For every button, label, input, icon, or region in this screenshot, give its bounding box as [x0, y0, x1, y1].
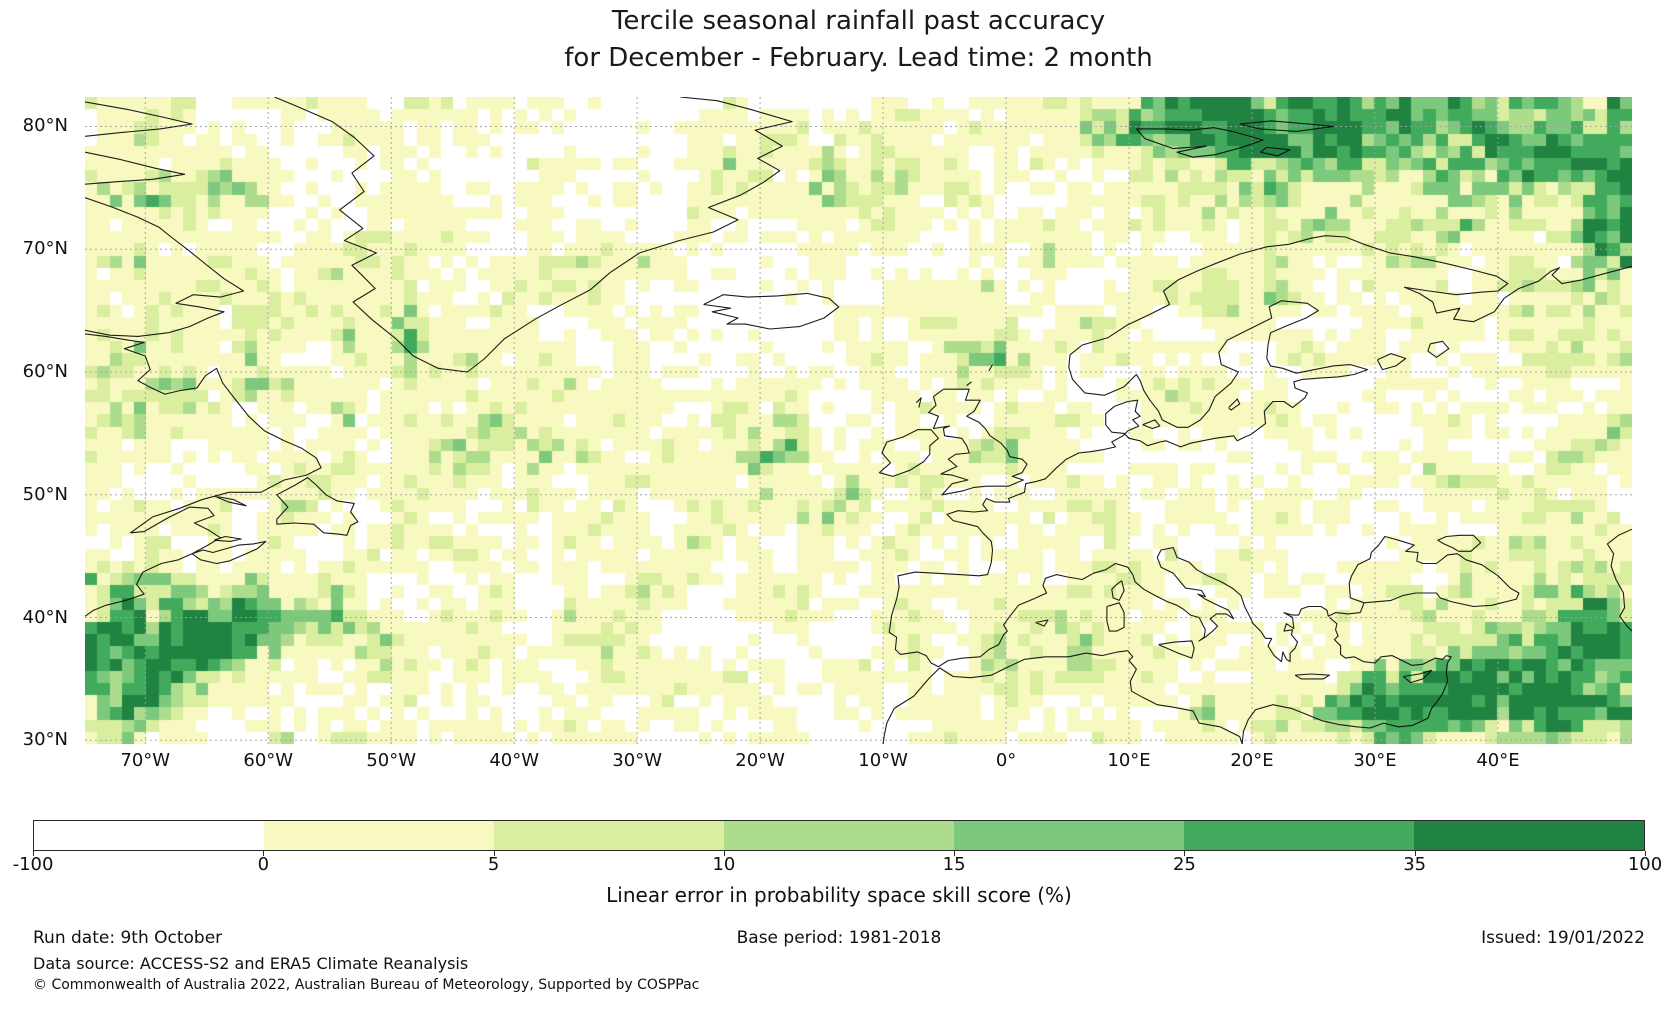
- colorbar-tick-label: 0: [257, 854, 270, 875]
- colorbar-tick-label: -100: [12, 854, 54, 875]
- colorbar-segment: [1184, 821, 1414, 850]
- x-tick-label: 60°W: [243, 750, 294, 771]
- colorbar-tick: [954, 851, 956, 856]
- y-tick-label: 50°N: [22, 483, 68, 505]
- colorbar-label: Linear error in probability space skill …: [606, 883, 1072, 907]
- x-tick-label: 20°W: [735, 750, 785, 771]
- colorbar-tick: [1184, 851, 1186, 856]
- x-tick-label: 40°W: [489, 750, 540, 771]
- colorbar-segment: [494, 821, 724, 850]
- gridline-path: [85, 97, 1632, 744]
- colorbar-tick-label: 25: [1172, 854, 1196, 875]
- figure-title: Tercile seasonal rainfall past accuracy …: [85, 3, 1632, 77]
- y-tick-label: 70°N: [22, 238, 68, 260]
- x-tick-label: 20°E: [1230, 750, 1274, 771]
- colorbar-segment: [1414, 821, 1644, 850]
- y-tick-label: 60°N: [22, 361, 68, 382]
- colorbar-tick: [723, 851, 725, 856]
- x-tick-label: 40°E: [1476, 750, 1520, 771]
- issued-date-text: Issued: 19/01/2022: [1481, 928, 1645, 948]
- x-tick-label: 30°E: [1353, 750, 1397, 771]
- colorbar-tick: [1645, 851, 1646, 856]
- colorbar-segment: [264, 821, 494, 850]
- x-tick-label: 70°W: [120, 750, 171, 771]
- x-tick-label: 50°W: [366, 750, 417, 771]
- copyright-text: © Commonwealth of Australia 2022, Austra…: [33, 977, 700, 993]
- map-plot-area: [85, 97, 1632, 744]
- y-tick-label: 80°N: [22, 115, 68, 137]
- figure-title-line1: Tercile seasonal rainfall past accuracy: [611, 6, 1106, 36]
- base-period-text: Base period: 1981-2018: [736, 928, 942, 948]
- figure-title-line2: for December - February. Lead time: 2 mo…: [564, 43, 1153, 73]
- colorbar-tick: [263, 851, 265, 856]
- y-tick-label: 40°N: [22, 606, 68, 628]
- map-overlay: [85, 97, 1632, 744]
- colorbar-tick-label: 15: [942, 854, 966, 875]
- x-tick-label: 0°: [995, 750, 1017, 771]
- coastline-path: [85, 97, 1632, 744]
- coastlines: [85, 97, 1632, 744]
- colorbar-tick: [33, 851, 34, 856]
- colorbar: [33, 820, 1645, 851]
- x-tick-label: 30°W: [612, 750, 662, 771]
- colorbar-tick-label: 35: [1403, 854, 1427, 875]
- skill-score-heatmap: [85, 97, 1632, 744]
- colorbar-segment: [724, 821, 954, 850]
- colorbar-tick: [1414, 851, 1416, 856]
- y-tick-label: 30°N: [22, 729, 68, 751]
- colorbar-tick-label: 10: [712, 854, 736, 875]
- colorbar-segment: [954, 821, 1184, 850]
- colorbar-tick: [493, 851, 495, 856]
- x-tick-label: 10°W: [858, 750, 908, 771]
- data-source-text: Data source: ACCESS-S2 and ERA5 Climate …: [33, 954, 469, 973]
- colorbar-tick-label: 100: [1627, 854, 1663, 875]
- colorbar-segment: [34, 821, 264, 850]
- colorbar-tick-label: 5: [487, 854, 500, 875]
- graticule-gridlines: [85, 97, 1632, 744]
- x-tick-label: 10°E: [1107, 750, 1151, 771]
- run-date-text: Run date: 9th October: [33, 928, 223, 948]
